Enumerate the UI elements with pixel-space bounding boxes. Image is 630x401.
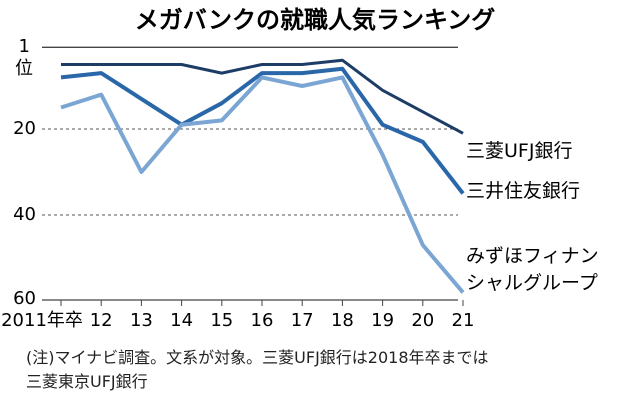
x-tick-label: 16 bbox=[251, 310, 274, 331]
x-tick-label: 20 bbox=[411, 310, 434, 331]
x-tick-label: 12 bbox=[90, 310, 113, 331]
y-tick-label: 60 bbox=[13, 288, 36, 309]
series-label-mizuho-1: みずほフィナン bbox=[466, 245, 599, 267]
x-tick-label: 15 bbox=[210, 310, 233, 331]
note-line-1: (注)マイナビ調査。文系が対象。三菱UFJ銀行は2018年卒までは bbox=[26, 348, 489, 367]
note-line-2: 三菱東京UFJ銀行 bbox=[26, 372, 148, 391]
x-tick-label: 14 bbox=[170, 310, 193, 331]
x-tick-label: 21 bbox=[452, 310, 475, 331]
x-tick-label: 13 bbox=[130, 310, 153, 331]
y-unit-label: 位 bbox=[15, 58, 33, 79]
y-tick-label: 1 bbox=[19, 36, 30, 57]
x-tick-label: 18 bbox=[331, 310, 354, 331]
x-tick-label: 19 bbox=[371, 310, 394, 331]
series-line-2 bbox=[60, 75, 465, 294]
y-tick-label: 20 bbox=[13, 118, 36, 139]
x-tick-label: 17 bbox=[291, 310, 314, 331]
series-label-smbc: 三井住友銀行 bbox=[466, 180, 580, 202]
series-label-mufg: 三菱UFJ銀行 bbox=[466, 140, 572, 162]
series-label-mizuho-2: シャルグループ bbox=[466, 272, 598, 294]
x-tick-label: 2011年卒 bbox=[1, 310, 83, 331]
y-tick-label: 40 bbox=[13, 204, 36, 225]
chart-title: メガバンクの就職人気ランキング bbox=[135, 6, 495, 34]
